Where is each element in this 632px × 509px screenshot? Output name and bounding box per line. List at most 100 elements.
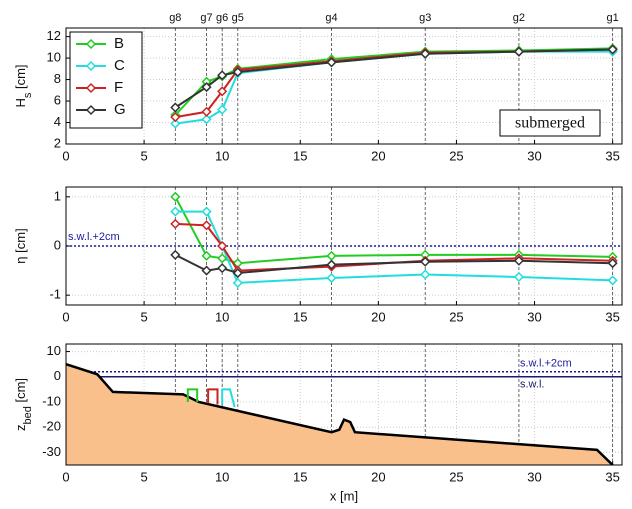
legend-marker bbox=[85, 104, 97, 116]
gauge-label: g8 bbox=[169, 12, 181, 24]
y-tick-label: -20 bbox=[42, 419, 61, 434]
y-tick-label: -10 bbox=[42, 393, 61, 408]
annotation-box bbox=[499, 109, 601, 137]
legend-label: G bbox=[114, 101, 126, 118]
y-axis-label-part: bed bbox=[22, 406, 34, 424]
x-tick-label: 20 bbox=[371, 148, 385, 163]
y-axis-label-part: H bbox=[13, 98, 28, 107]
y-tick-label: 6 bbox=[54, 92, 61, 107]
x-tick-label: 10 bbox=[215, 148, 229, 163]
y-axis-label-part: z bbox=[13, 425, 28, 432]
marker bbox=[326, 57, 337, 68]
series-line bbox=[175, 210, 613, 284]
gauge-label: g5 bbox=[232, 12, 244, 24]
reference-label: s.w.l.+2cm bbox=[68, 231, 120, 243]
marker bbox=[232, 66, 243, 78]
x-tick-label: 5 bbox=[140, 148, 147, 163]
marker bbox=[217, 253, 228, 264]
y-axis-label-part: [cm] bbox=[13, 64, 28, 92]
x-tick-label: 10 bbox=[215, 309, 229, 324]
marker bbox=[513, 271, 524, 283]
x-tick-label: 25 bbox=[449, 469, 463, 484]
x-tick-label: 15 bbox=[293, 148, 307, 163]
y-axis-label-part: [cm] bbox=[13, 378, 28, 406]
x-tick-label: 5 bbox=[140, 469, 147, 484]
x-tick-label: 35 bbox=[605, 469, 619, 484]
structure bbox=[221, 388, 236, 408]
marker bbox=[170, 112, 181, 123]
x-tick-label: 0 bbox=[62, 148, 69, 163]
y-tick-label: 12 bbox=[47, 28, 61, 43]
structure bbox=[186, 388, 199, 402]
x-tick-label: 30 bbox=[527, 148, 541, 163]
x-tick-label: 20 bbox=[371, 309, 385, 324]
marker bbox=[217, 263, 228, 274]
marker bbox=[201, 206, 212, 217]
y-tick-label: 8 bbox=[54, 71, 61, 86]
x-tick-label: 5 bbox=[140, 309, 147, 324]
marker bbox=[326, 259, 337, 270]
bed-area bbox=[66, 364, 613, 465]
marker bbox=[201, 265, 212, 276]
x-tick-label: 25 bbox=[449, 309, 463, 324]
marker bbox=[217, 86, 228, 97]
plot-frame bbox=[65, 186, 623, 306]
annotation: submerged bbox=[515, 115, 585, 132]
marker bbox=[420, 48, 431, 59]
x-tick-label: 0 bbox=[62, 309, 69, 324]
legend-label: C bbox=[114, 57, 125, 74]
legend-label: B bbox=[114, 35, 124, 52]
y-tick-label: 2 bbox=[54, 135, 61, 150]
y-tick-label: 0 bbox=[54, 237, 61, 252]
marker bbox=[170, 249, 181, 260]
legend-box bbox=[69, 31, 143, 129]
marker bbox=[232, 267, 243, 279]
marker bbox=[232, 277, 243, 288]
gauge-label: g3 bbox=[419, 12, 431, 24]
x-tick-label: 15 bbox=[293, 469, 307, 484]
gauge-label: g6 bbox=[216, 12, 228, 24]
marker bbox=[201, 82, 212, 93]
x-tick-label: 25 bbox=[449, 148, 463, 163]
x-tick-label: 20 bbox=[371, 469, 385, 484]
y-tick-label: 0 bbox=[54, 368, 61, 383]
gauge-label: g4 bbox=[325, 12, 337, 24]
y-axis-label-part: η bbox=[13, 256, 28, 263]
structure bbox=[207, 388, 219, 405]
gauge-label: g7 bbox=[200, 12, 212, 24]
reference-label: s.w.l. bbox=[520, 379, 544, 391]
gauge-label: g1 bbox=[607, 12, 619, 24]
plot-frame bbox=[65, 27, 623, 145]
x-tick-label: 15 bbox=[293, 309, 307, 324]
marker bbox=[326, 272, 337, 284]
y-axis-label-part: s bbox=[22, 92, 34, 98]
plot-frame bbox=[65, 343, 623, 466]
legend-marker bbox=[85, 60, 97, 72]
x-tick-label: 0 bbox=[62, 469, 69, 484]
marker bbox=[217, 70, 228, 81]
x-axis-label: x [m] bbox=[330, 488, 358, 503]
marker bbox=[217, 104, 228, 115]
marker bbox=[201, 114, 212, 125]
bed-line bbox=[66, 362, 614, 465]
marker bbox=[170, 206, 181, 217]
reference-label: s.w.l.+2cm bbox=[520, 358, 572, 370]
y-axis-label-part: [cm] bbox=[13, 228, 28, 256]
gauge-label: g2 bbox=[513, 12, 525, 24]
y-axis-label: Hs [cm] bbox=[13, 64, 33, 107]
marker bbox=[217, 240, 228, 252]
y-tick-label: 4 bbox=[54, 114, 61, 129]
marker bbox=[170, 191, 181, 202]
x-tick-label: 10 bbox=[215, 469, 229, 484]
y-tick-label: -30 bbox=[42, 444, 61, 459]
marker bbox=[170, 218, 181, 229]
marker bbox=[420, 269, 431, 280]
marker bbox=[607, 275, 618, 286]
marker bbox=[513, 255, 524, 266]
marker bbox=[513, 46, 524, 57]
y-tick-label: -1 bbox=[49, 287, 61, 302]
x-tick-label: 30 bbox=[527, 469, 541, 484]
y-tick-label: 10 bbox=[47, 343, 61, 358]
x-tick-label: 35 bbox=[605, 309, 619, 324]
